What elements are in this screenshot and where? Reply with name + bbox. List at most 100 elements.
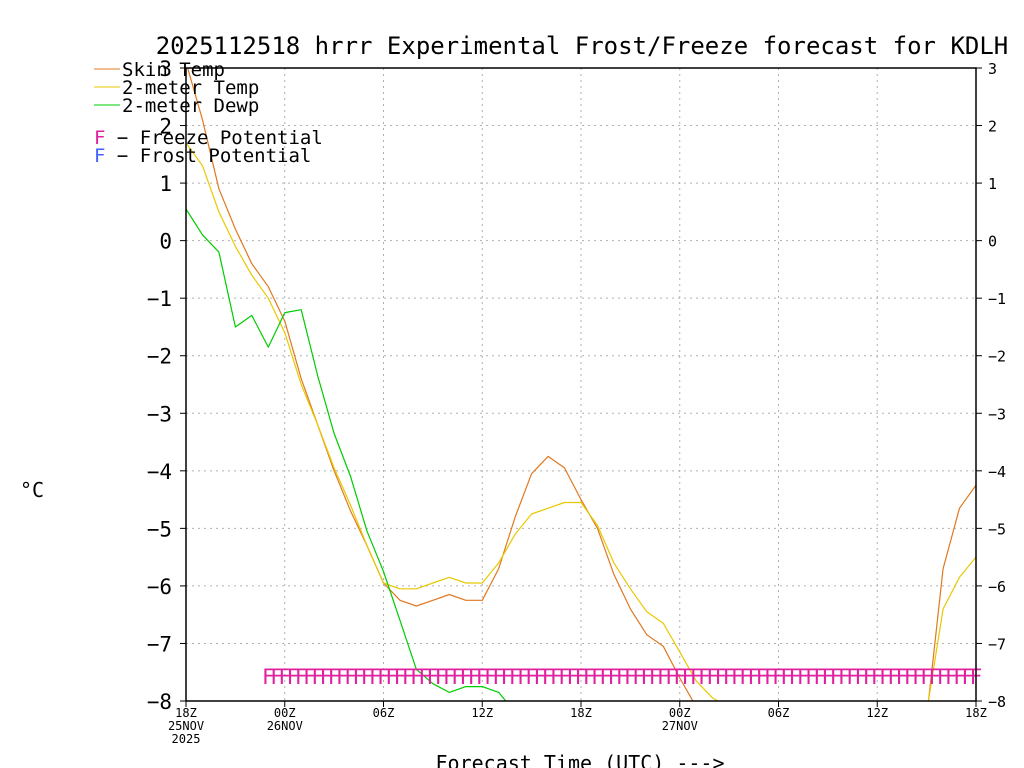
y-tick-label-right: −1	[988, 290, 1006, 308]
freeze-marker: F	[501, 665, 514, 689]
freeze-marker: F	[558, 665, 571, 689]
freeze-marker: F	[961, 665, 974, 689]
y-tick-label-left: −8	[147, 690, 172, 714]
freeze-marker: F	[459, 665, 472, 689]
freeze-marker: F	[328, 665, 341, 689]
x-tick-label: 06Z	[373, 706, 395, 720]
freeze-marker: F	[451, 665, 464, 689]
freeze-marker: F	[797, 665, 810, 689]
freeze-marker: F	[566, 665, 579, 689]
freeze-marker: F	[896, 665, 909, 689]
freeze-marker: F	[632, 665, 645, 689]
axes: 3 3 2 2 1 1 0 0 −1 −1 −2 −2 −3 −3 −4 −4 −5 −5 −6 −6 −7 −7 −8 −8…	[147, 57, 1006, 746]
freeze-marker: F	[542, 665, 555, 689]
series-2-meter-temp	[186, 142, 976, 701]
freeze-marker: F	[303, 665, 316, 689]
x-tick-label: 2025	[172, 732, 201, 746]
freeze-marker: F	[311, 665, 324, 689]
freeze-marker: F	[863, 665, 876, 689]
freeze-marker: F	[879, 665, 892, 689]
freeze-marker: F	[287, 665, 300, 689]
freeze-marker: F	[418, 665, 431, 689]
freeze-marker: F	[731, 665, 744, 689]
freeze-marker: F	[929, 665, 942, 689]
freeze-marker: F	[262, 665, 275, 689]
freeze-marker: F	[616, 665, 629, 689]
freeze-marker: F	[838, 665, 851, 689]
freeze-marker: F	[665, 665, 678, 689]
freeze-marker: F	[377, 665, 390, 689]
y-tick-label-left: −6	[147, 575, 172, 599]
legend-2m-temp: 2-meter Temp	[122, 77, 259, 99]
y-tick-label-left: −1	[147, 287, 172, 311]
y-tick-label-right: 2	[988, 118, 997, 136]
freeze-marker: F	[591, 665, 604, 689]
freeze-marker: F	[599, 665, 612, 689]
freeze-marker: F	[846, 665, 859, 689]
freeze-marker: F	[854, 665, 867, 689]
freeze-marker: F	[352, 665, 365, 689]
freeze-marker: F	[517, 665, 530, 689]
y-tick-label-right: −8	[988, 693, 1006, 711]
y-tick-label-left: 3	[159, 57, 172, 81]
freeze-marker: F	[772, 665, 785, 689]
freeze-marker: F	[525, 665, 538, 689]
y-tick-label-left: 1	[159, 172, 172, 196]
freeze-marker: F	[270, 665, 283, 689]
y-axis-label: °C	[20, 478, 44, 502]
freeze-marker: F	[344, 665, 357, 689]
y-tick-label-left: −2	[147, 345, 172, 369]
freeze-marker: F	[624, 665, 637, 689]
x-tick-label: 12Z	[866, 706, 888, 720]
freeze-marker: F	[657, 665, 670, 689]
freeze-marker: F	[443, 665, 456, 689]
y-tick-label-left: 2	[159, 115, 172, 139]
freeze-marker: F	[747, 665, 760, 689]
freeze-marker: F	[953, 665, 966, 689]
freeze-marker: F	[320, 665, 333, 689]
freeze-marker: F	[361, 665, 374, 689]
y-tick-label-right: −6	[988, 578, 1006, 596]
freeze-marker: F	[484, 665, 497, 689]
freeze-marker: F	[830, 665, 843, 689]
freeze-marker: F	[739, 665, 752, 689]
freeze-letter: F	[94, 127, 105, 149]
x-tick-label: 12Z	[471, 706, 493, 720]
series-2-meter-dewp	[186, 208, 507, 701]
freeze-marker: F	[295, 665, 308, 689]
freeze-marker: F	[904, 665, 917, 689]
y-tick-label-left: −5	[147, 517, 172, 541]
freeze-marker: F	[402, 665, 415, 689]
freeze-marker: F	[706, 665, 719, 689]
freeze-marker: F	[278, 665, 291, 689]
freeze-marker: F	[410, 665, 423, 689]
y-tick-label-right: 3	[988, 60, 997, 78]
freeze-marker: F	[641, 665, 654, 689]
freeze-marker: F	[649, 665, 662, 689]
y-tick-label-right: −4	[988, 463, 1006, 481]
freeze-marker: F	[385, 665, 398, 689]
y-tick-label-left: −3	[147, 402, 172, 426]
y-tick-label-left: −4	[147, 460, 172, 484]
freeze-marker: F	[780, 665, 793, 689]
y-tick-label-right: −5	[988, 520, 1006, 538]
frost-potential-annotation: F − Frost Potential	[94, 145, 311, 167]
legend: Skin Temp 2-meter Temp 2-meter Dewp F − …	[94, 59, 323, 167]
chart-title: 2025112518 hrrr Experimental Frost/Freez…	[156, 32, 1009, 60]
x-tick-label: 06Z	[768, 706, 790, 720]
freeze-marker: F	[945, 665, 958, 689]
y-tick-label-right: 0	[988, 233, 997, 251]
freeze-marker: F	[723, 665, 736, 689]
freeze-marker: F	[764, 665, 777, 689]
x-tick-label: 26NOV	[267, 719, 303, 733]
freeze-marker: F	[937, 665, 950, 689]
freeze-marker: F	[789, 665, 802, 689]
frost-letter: F	[94, 145, 105, 167]
freeze-marker: F	[805, 665, 818, 689]
freeze-marker: F	[492, 665, 505, 689]
y-tick-label-right: −7	[988, 635, 1006, 653]
x-tick-label: 00Z	[274, 706, 296, 720]
legend-2m-dewp: 2-meter Dewp	[122, 95, 259, 117]
freeze-marker: F	[608, 665, 621, 689]
